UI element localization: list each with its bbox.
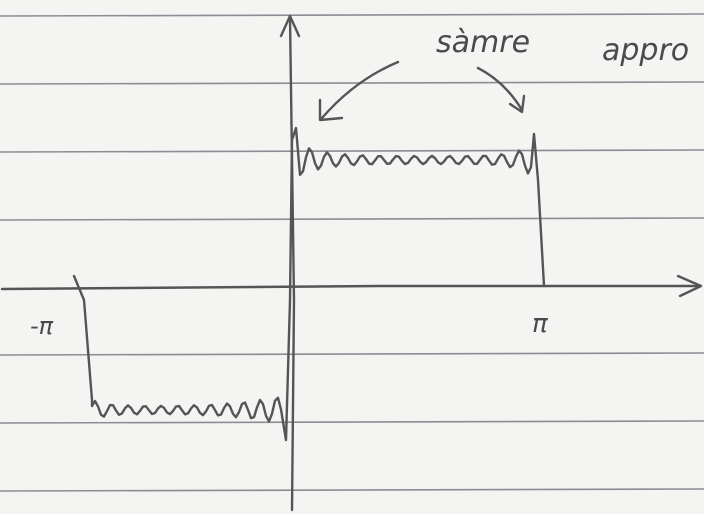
rule-line bbox=[0, 353, 704, 355]
rule-line bbox=[0, 82, 704, 84]
rule-line bbox=[0, 489, 704, 491]
notebook-sketch: sàmre appro -π π bbox=[0, 0, 704, 514]
annotation-text: appro bbox=[602, 33, 689, 68]
annotation-text: sàmre bbox=[436, 25, 530, 60]
arrow bbox=[478, 68, 522, 110]
page: sàmre appro -π π (() => { const data = J… bbox=[0, 0, 704, 514]
arrow bbox=[322, 62, 398, 118]
rule-line bbox=[0, 218, 704, 220]
rule-line bbox=[0, 150, 704, 152]
x-axis bbox=[2, 286, 700, 289]
axis-label: π bbox=[532, 309, 548, 339]
rule-line bbox=[0, 14, 704, 16]
axis-label: -π bbox=[30, 312, 54, 340]
ruled-lines bbox=[0, 14, 704, 491]
annotation-arrows bbox=[320, 62, 524, 120]
square-wave-approximation bbox=[74, 128, 544, 440]
rule-line bbox=[0, 421, 704, 423]
